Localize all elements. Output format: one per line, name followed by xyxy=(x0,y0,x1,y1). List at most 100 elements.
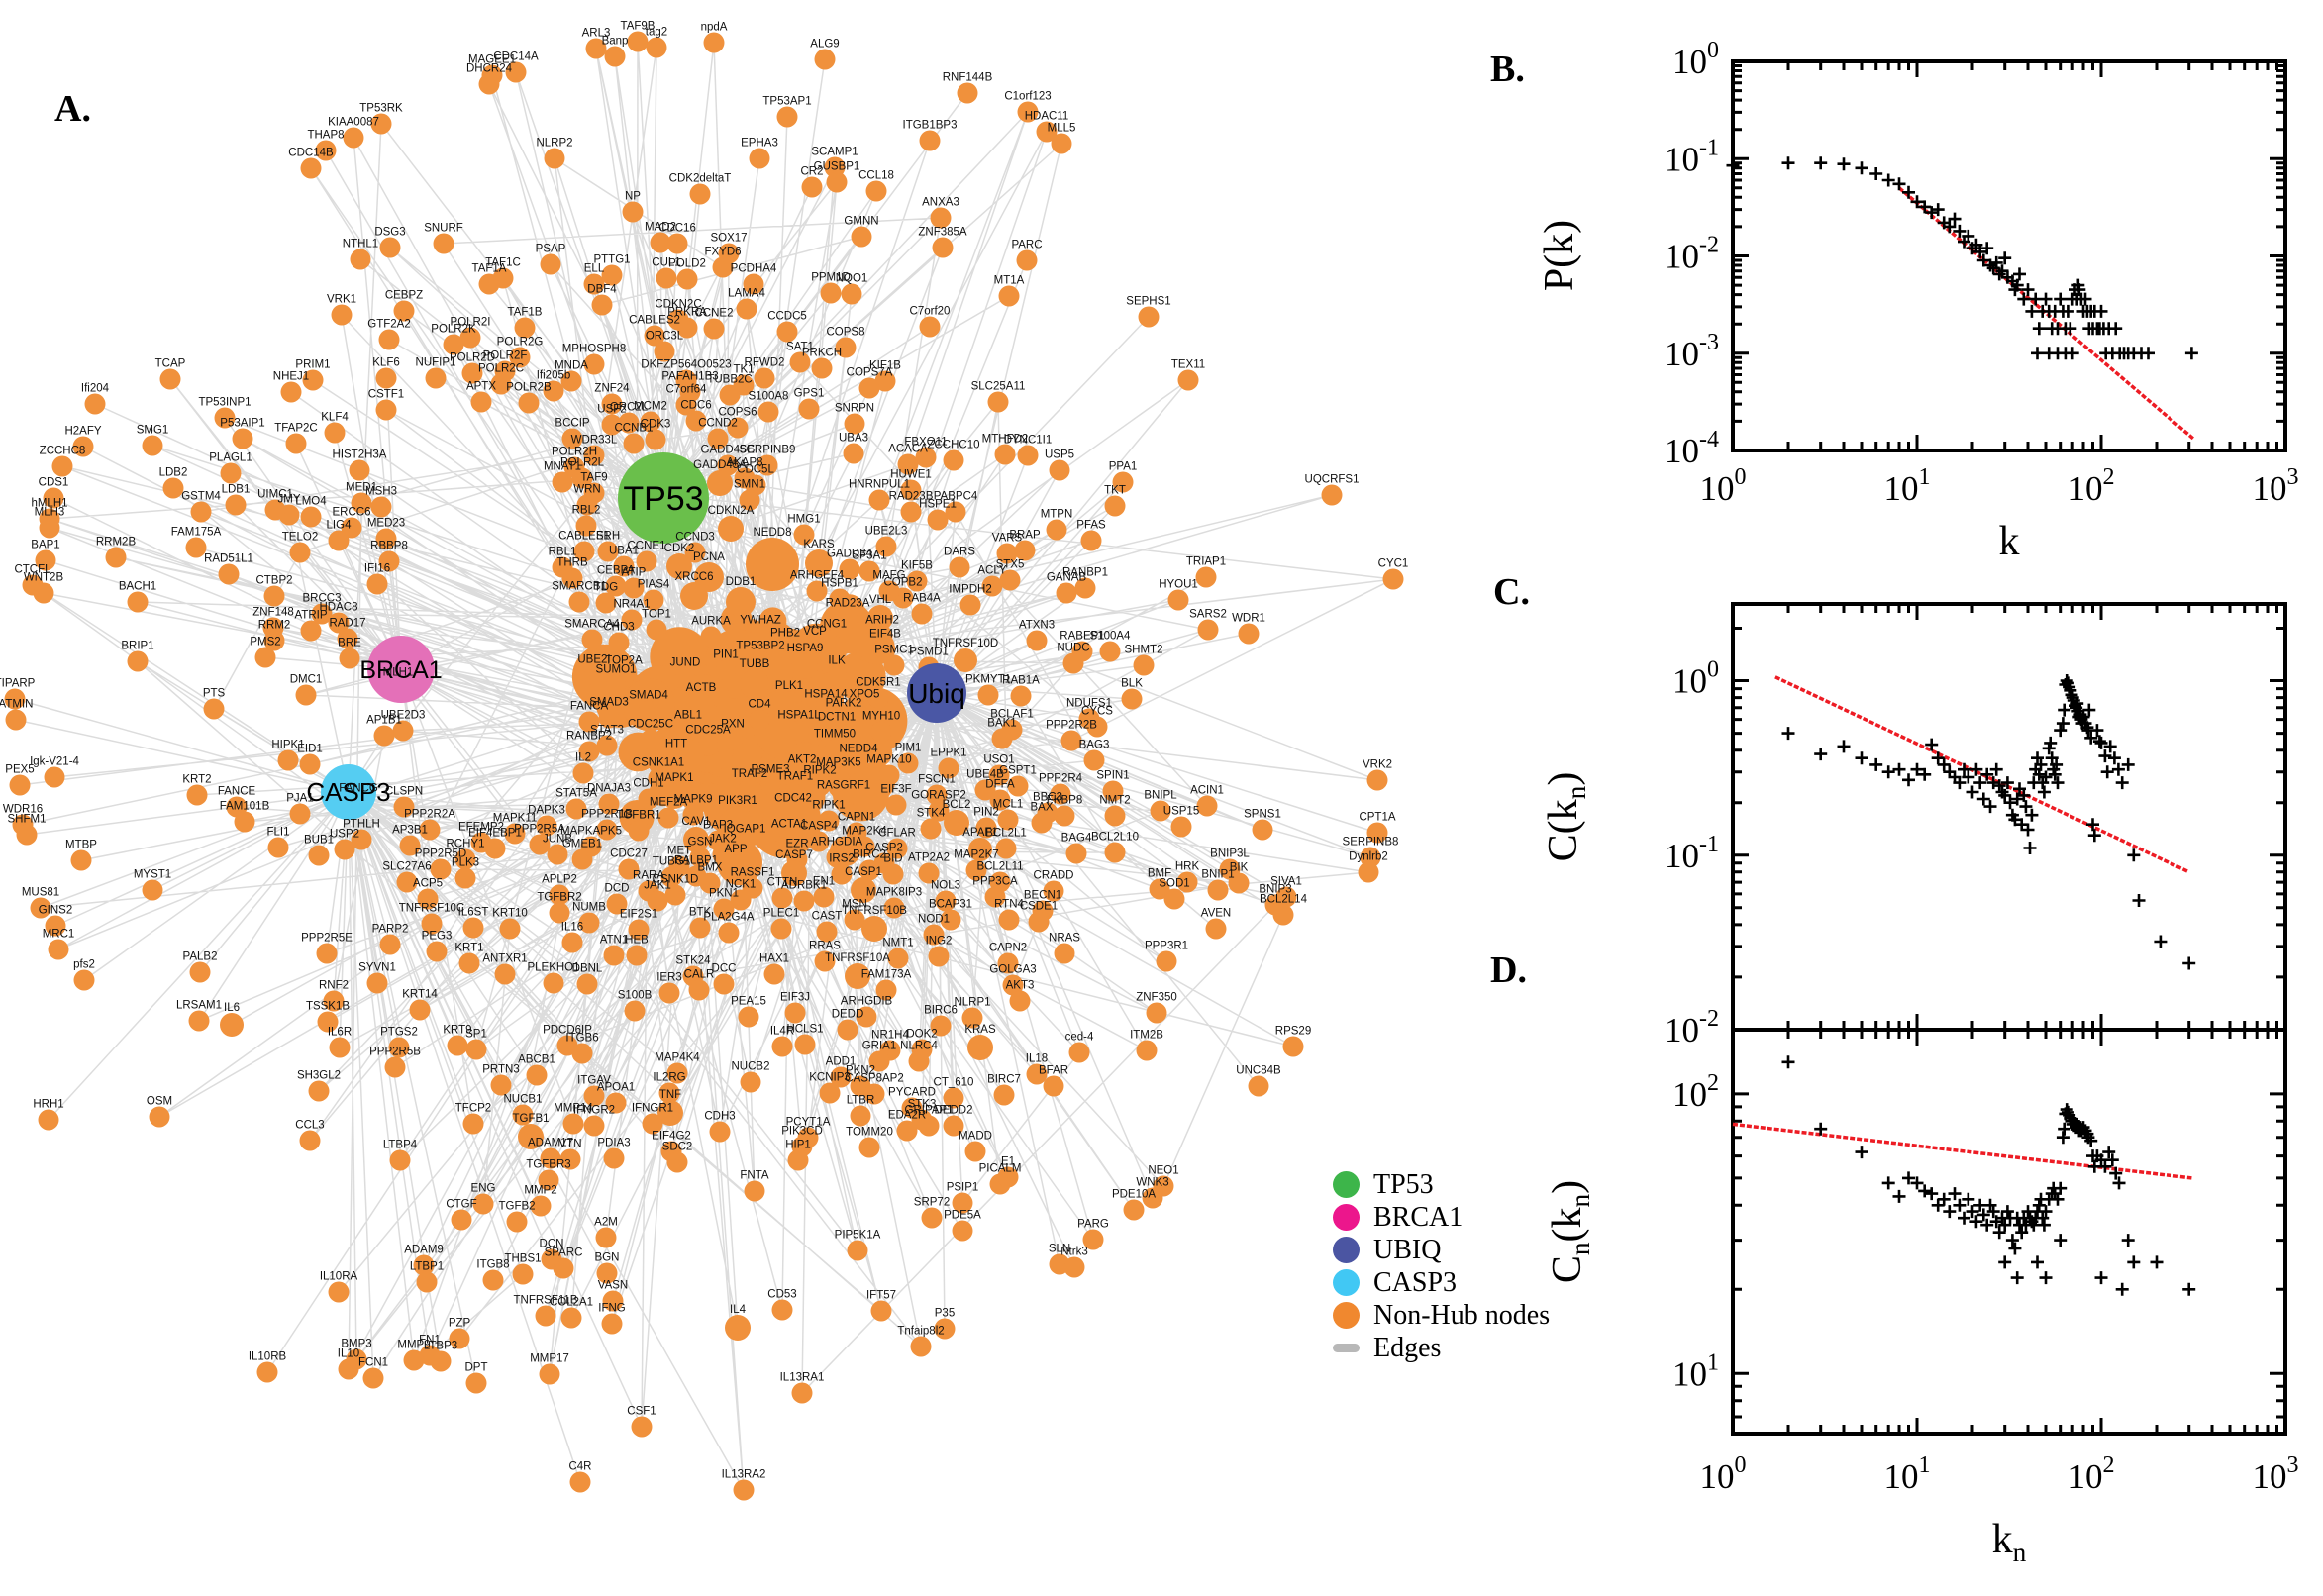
network-node-label: BNIP3L xyxy=(1210,848,1250,860)
network-node-label: AKAP8 xyxy=(726,457,762,469)
network-node xyxy=(44,766,65,788)
network-node xyxy=(4,688,26,710)
network-node xyxy=(602,1290,624,1312)
network-node-label: BAG3 xyxy=(1079,740,1110,751)
network-node-label: MADD xyxy=(959,1131,992,1143)
network-node xyxy=(911,603,933,625)
network-node xyxy=(454,867,476,889)
network-node-label: MAD2 xyxy=(645,222,676,234)
network-node xyxy=(598,793,620,815)
network-node-label: FAM101B xyxy=(220,801,270,813)
network-node-label: EZR xyxy=(786,839,809,850)
network-node xyxy=(530,1195,552,1217)
network-node-label: COPB2 xyxy=(884,577,923,589)
network-node-label: DNAJA3 xyxy=(587,783,631,795)
network-node-label: NEDD4 xyxy=(840,744,879,755)
legend-label: TP53 xyxy=(1373,1168,1434,1200)
network-node-label: TAF1B xyxy=(508,307,543,319)
network-node-label: FSCN1 xyxy=(918,774,956,786)
network-node-label: GTF2A2 xyxy=(367,319,410,331)
network-node xyxy=(921,1207,943,1229)
network-node-label: FANCA xyxy=(570,701,609,713)
network-node xyxy=(883,654,905,676)
network-node xyxy=(718,516,744,542)
network-node xyxy=(644,325,665,347)
network-node xyxy=(1083,749,1105,771)
network-node-label: MAPK1 xyxy=(656,772,694,784)
network-node-label: TDG xyxy=(594,582,618,594)
network-node-label: Dynlrb2 xyxy=(1349,851,1388,863)
network-node xyxy=(603,945,625,966)
network-node xyxy=(740,1071,761,1093)
network-node xyxy=(717,454,739,476)
network-node xyxy=(928,800,950,822)
network-node xyxy=(1043,1075,1064,1097)
network-node-label: FKBP8 xyxy=(1047,795,1082,807)
network-node-label: POLD2 xyxy=(668,258,706,270)
network-node-label: TNFRSF10C xyxy=(399,903,464,915)
network-node xyxy=(295,684,317,706)
network-node-label: HUWE1 xyxy=(890,469,932,481)
network-node xyxy=(514,317,536,339)
legend-color-swatch xyxy=(1333,1204,1360,1231)
network-node xyxy=(997,952,1019,974)
network-node-label: TP53AP1 xyxy=(762,96,811,108)
network-node-label: ATP2A2 xyxy=(908,852,950,864)
network-node-label: XRCC6 xyxy=(675,571,714,583)
network-node xyxy=(675,394,697,416)
network-node xyxy=(379,237,401,258)
network-node-label: IL4R xyxy=(770,1026,794,1038)
network-node xyxy=(793,524,815,546)
network-node xyxy=(419,1345,441,1366)
network-node xyxy=(1321,484,1343,506)
network-node-label: CCL3 xyxy=(295,1120,324,1132)
network-node-label: ZNF24 xyxy=(594,383,630,395)
network-node xyxy=(349,459,370,481)
network-node-label: ATN1 xyxy=(600,935,629,947)
network-node-label: POLR2D xyxy=(450,352,495,364)
network-node-label: LDB2 xyxy=(159,467,188,479)
network-node xyxy=(505,61,527,83)
network-node-label: PPP2R5D xyxy=(415,848,466,860)
network-node xyxy=(887,948,909,969)
network-node-label: TIPARP xyxy=(0,678,36,690)
network-node-label: DHCR24 xyxy=(466,63,513,75)
network-node-label: TGFBR1 xyxy=(616,810,660,822)
network-node-label: CTTN xyxy=(767,877,798,889)
network-node-label: HIP1 xyxy=(785,1140,811,1151)
network-node-label: CSF1 xyxy=(627,1406,656,1418)
network-node-label: DBF4 xyxy=(587,284,617,296)
network-node xyxy=(618,858,640,880)
network-node xyxy=(329,1037,351,1058)
network-node xyxy=(232,428,253,449)
network-node-label: TAF9 xyxy=(580,472,607,484)
network-node xyxy=(1104,842,1126,863)
hub-tp53 xyxy=(618,452,709,544)
network-node xyxy=(828,767,850,789)
network-node-label: ACLY xyxy=(977,565,1007,577)
network-node-label: MMP2 xyxy=(524,1185,556,1197)
scatter-points-d xyxy=(1781,1055,2196,1296)
network-node-label: MAFG xyxy=(872,570,905,582)
network-node xyxy=(949,556,970,578)
network-node-label: PLK3 xyxy=(452,857,479,869)
network-node xyxy=(605,1092,627,1114)
network-node-label: MPHOSPH8 xyxy=(562,344,627,355)
network-node-label: ADRBK1 xyxy=(781,880,827,892)
network-node-label: ACTB xyxy=(686,682,717,694)
network-node xyxy=(826,665,848,687)
network-node xyxy=(518,1124,544,1149)
network-node-label: ZNF148 xyxy=(252,607,294,619)
network-node xyxy=(366,972,388,994)
network-node-label: HIST2H3A xyxy=(333,449,387,461)
network-node-label: PDE5A xyxy=(944,1210,981,1222)
network-node xyxy=(878,764,900,786)
network-node-label: ERH xyxy=(596,531,620,543)
network-node xyxy=(647,890,668,912)
network-node-label: AKT2 xyxy=(788,754,817,766)
network-node-label: PFAS xyxy=(1076,520,1106,532)
network-node xyxy=(845,963,870,989)
network-node xyxy=(689,917,711,939)
network-node xyxy=(1207,879,1229,901)
